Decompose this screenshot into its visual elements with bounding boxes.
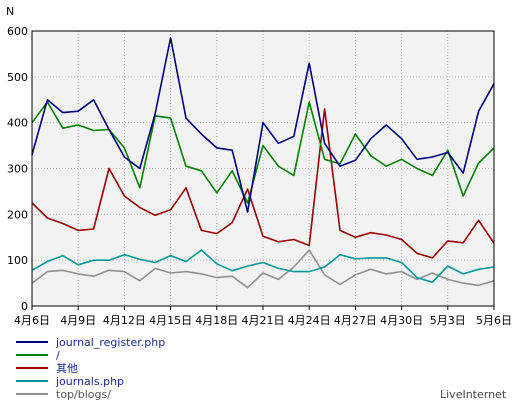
series-line-journals-php <box>31 249 495 284</box>
x-tick-label: 4月27日 <box>334 314 377 327</box>
x-tick-label: 4月15日 <box>149 314 192 327</box>
series-layer <box>31 37 495 289</box>
y-tick-label: 600 <box>7 25 28 38</box>
y-axis-label: N <box>6 5 14 18</box>
x-tick-label: 5月6日 <box>476 314 512 327</box>
legend-label: / <box>56 349 60 362</box>
y-tick-label: 500 <box>7 71 28 84</box>
y-tick-label: 100 <box>7 254 28 267</box>
y-tick-label: 0 <box>21 300 28 313</box>
x-tick-label: 5月3日 <box>430 314 466 327</box>
x-tick-label: 4月30日 <box>380 314 423 327</box>
legend-label: top/blogs/ <box>56 388 111 401</box>
y-tick-label: 200 <box>7 208 28 221</box>
x-tick-label: 4月18日 <box>195 314 238 327</box>
series-line-journal-register-php <box>31 37 495 213</box>
y-tick-labels: 0 100 200 300 400 500 600 <box>7 25 28 313</box>
legend-label: journal_register.php <box>55 336 165 349</box>
x-tick-label: 4月9日 <box>60 314 96 327</box>
legend-label: 其他 <box>56 362 78 375</box>
x-tick-label: 4月6日 <box>14 314 50 327</box>
series-line- <box>31 108 495 259</box>
series-line-top-blogs <box>31 249 495 289</box>
x-tick-label: 4月12日 <box>103 314 146 327</box>
legend-label: journals.php <box>55 375 124 388</box>
x-tick-labels: 4月6日 4月9日 4月12日 4月15日 4月18日 4月21日 4月24日 4月27日 4月… <box>14 306 512 327</box>
x-tick-label: 4月21日 <box>242 314 285 327</box>
y-tick-label: 300 <box>7 163 28 176</box>
x-tick-label: 4月24日 <box>288 314 331 327</box>
brand-label: LiveInternet <box>440 388 507 401</box>
y-tick-label: 400 <box>7 117 28 130</box>
legend: journal_register.php/其他journals.phptop/b… <box>16 336 165 401</box>
